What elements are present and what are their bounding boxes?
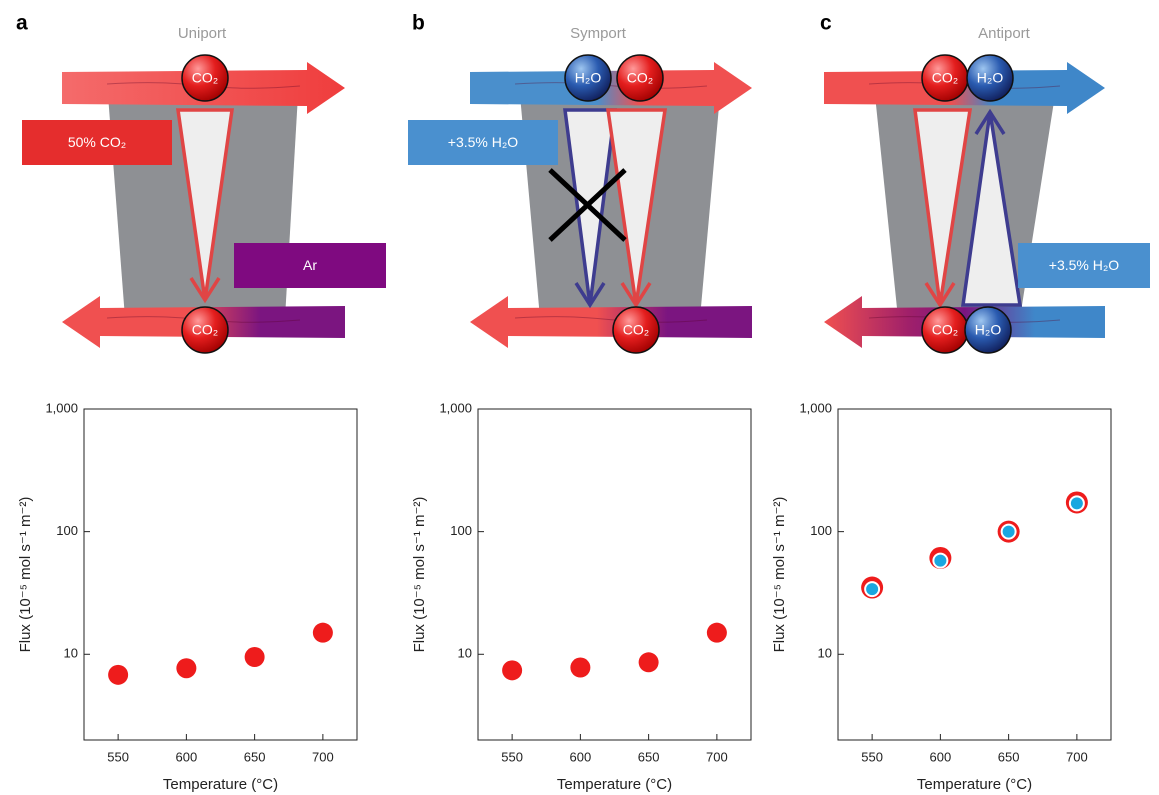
- y-tick-label: 1,000: [45, 400, 78, 415]
- y-tick-label: 1,000: [799, 400, 832, 415]
- y-tick-label: 10: [818, 646, 832, 661]
- y-axis-label: Flux (10⁻⁵ mol s⁻¹ m⁻²): [771, 497, 788, 653]
- plot-frame: [478, 409, 751, 740]
- feed-label: +3.5% H₂O: [448, 134, 519, 150]
- x-tick-label: 650: [998, 749, 1020, 764]
- panel-title: Antiport: [978, 25, 1031, 42]
- x-tick-label: 700: [1066, 749, 1088, 764]
- y-tick-label: 100: [810, 523, 832, 538]
- data-point: [639, 652, 659, 672]
- plot-frame: [838, 409, 1111, 740]
- x-tick-label: 700: [706, 749, 728, 764]
- panel-letter: c: [820, 12, 832, 35]
- x-tick-label: 550: [107, 749, 129, 764]
- x-tick-label: 600: [176, 749, 198, 764]
- panel-title: Symport: [570, 25, 627, 42]
- data-point: [1002, 525, 1016, 539]
- y-tick-label: 100: [450, 523, 472, 538]
- y-tick-label: 100: [56, 523, 78, 538]
- feed-label: 50% CO₂: [68, 134, 126, 150]
- molecule-label: CO₂: [627, 70, 653, 86]
- panel-letter: b: [412, 12, 425, 35]
- data-point: [570, 658, 590, 678]
- x-axis-label: Temperature (°C): [163, 776, 278, 793]
- molecule-label: CO₂: [932, 70, 958, 86]
- plot-frame: [84, 409, 357, 740]
- data-point: [502, 660, 522, 680]
- data-point: [865, 582, 879, 596]
- data-point: [313, 623, 333, 643]
- data-point: [176, 658, 196, 678]
- data-point: [1070, 496, 1084, 510]
- molecule-label: H₂O: [975, 322, 1002, 338]
- x-axis-label: Temperature (°C): [557, 776, 672, 793]
- y-axis-label: Flux (10⁻⁵ mol s⁻¹ m⁻²): [17, 497, 34, 653]
- x-tick-label: 600: [570, 749, 592, 764]
- x-tick-label: 700: [312, 749, 334, 764]
- y-tick-label: 1,000: [439, 400, 472, 415]
- molecule-label: CO₂: [623, 322, 649, 338]
- data-point: [707, 623, 727, 643]
- x-tick-label: 600: [930, 749, 952, 764]
- panel-title: Uniport: [178, 25, 227, 42]
- figure: CO₂ CO₂ 50% CO₂ Ar a Uniport H₂O CO₂ CO₂ +3.5% H₂…: [0, 0, 1159, 795]
- data-point: [933, 554, 947, 568]
- molecule-label: CO₂: [932, 322, 958, 338]
- data-point: [245, 647, 265, 667]
- x-tick-label: 650: [638, 749, 660, 764]
- sweep-label: Ar: [303, 257, 317, 273]
- x-tick-label: 650: [244, 749, 266, 764]
- molecule-label: H₂O: [575, 70, 602, 86]
- data-point: [108, 665, 128, 685]
- sweep-label: +3.5% H₂O: [1049, 257, 1120, 273]
- molecule-label: CO₂: [192, 322, 218, 338]
- x-tick-label: 550: [501, 749, 523, 764]
- molecule-label: CO₂: [192, 70, 218, 86]
- x-tick-label: 550: [861, 749, 883, 764]
- panel-letter: a: [16, 12, 28, 35]
- y-tick-label: 10: [458, 646, 472, 661]
- y-axis-label: Flux (10⁻⁵ mol s⁻¹ m⁻²): [411, 497, 428, 653]
- molecule-label: H₂O: [977, 70, 1004, 86]
- y-tick-label: 10: [64, 646, 78, 661]
- x-axis-label: Temperature (°C): [917, 776, 1032, 793]
